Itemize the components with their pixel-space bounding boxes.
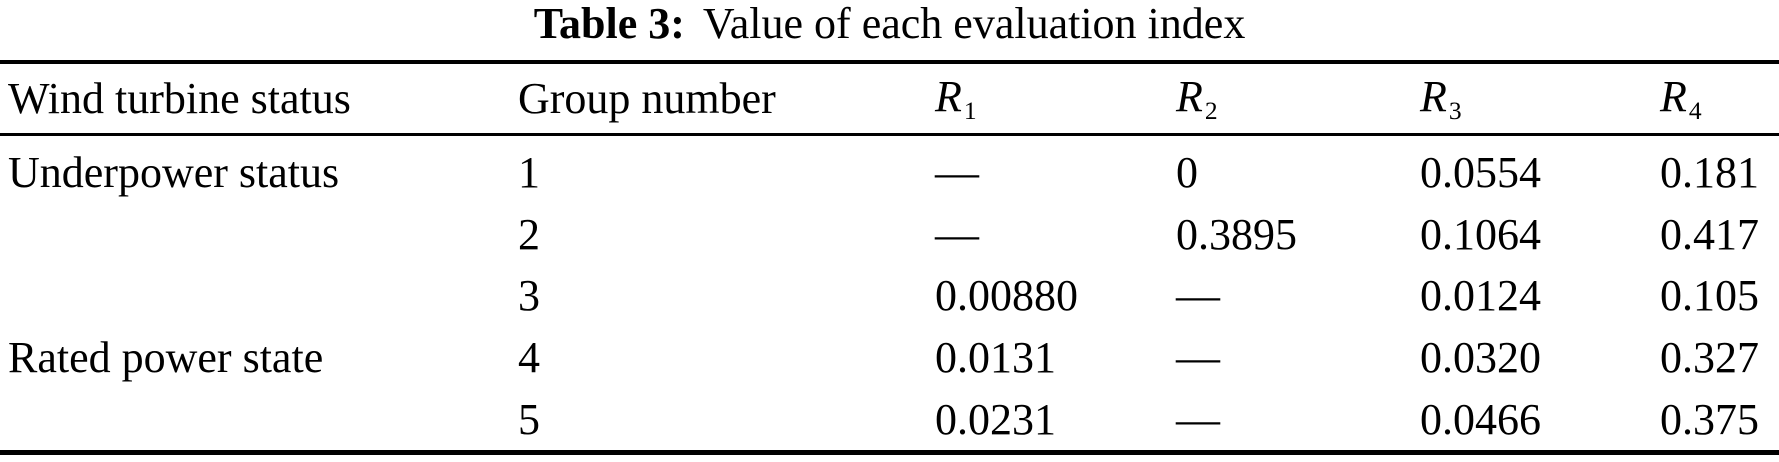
cell-r2: —: [1176, 271, 1220, 321]
r2-subscript: 2: [1204, 95, 1218, 125]
r3-subscript: 3: [1448, 95, 1462, 125]
r4-symbol: R: [1660, 72, 1687, 122]
header-wind-turbine-status: Wind turbine status: [8, 74, 351, 123]
r3-symbol: R: [1420, 72, 1447, 122]
cell-r2: —: [1176, 333, 1220, 383]
cell-r1: 0.00880: [935, 271, 1078, 321]
cell-r2: 0.3895: [1176, 209, 1297, 259]
cell-group: 3: [518, 271, 540, 321]
r1-subscript: 1: [963, 95, 977, 125]
table-caption-text: Value of each evaluation index: [702, 0, 1246, 48]
cell-r3: 0.0320: [1420, 333, 1541, 383]
cell-group: 2: [518, 209, 540, 259]
r4-subscript: 4: [1688, 95, 1702, 125]
header-group-number: Group number: [518, 74, 776, 123]
table-caption-label: Table 3:: [533, 0, 685, 48]
table-body: Underpower status 1 — 0 0.0554 0.181 2 —…: [0, 142, 1779, 450]
cell-r2: —: [1176, 394, 1220, 444]
cell-r4: 0.417: [1660, 209, 1759, 259]
header-r1: R1: [935, 71, 1176, 126]
r2-symbol: R: [1176, 72, 1203, 122]
cell-r2: 0: [1176, 148, 1198, 198]
table-top-rule: [0, 60, 1779, 64]
cell-r4: 0.105: [1660, 271, 1759, 321]
cell-r4: 0.181: [1660, 148, 1759, 198]
cell-r1: —: [935, 148, 979, 198]
cell-r1: 0.0131: [935, 333, 1056, 383]
cell-group: 5: [518, 394, 540, 444]
table-row: Underpower status 1 — 0 0.0554 0.181: [0, 142, 1779, 204]
cell-r4: 0.327: [1660, 333, 1759, 383]
cell-r3: 0.1064: [1420, 209, 1541, 259]
table-row: 3 0.00880 — 0.0124 0.105: [0, 265, 1779, 327]
table-bottom-rule: [0, 450, 1779, 455]
cell-group: 4: [518, 333, 540, 383]
table-header-row: Wind turbine status Group number R1 R2 R…: [0, 64, 1779, 133]
cell-r4: 0.375: [1660, 394, 1759, 444]
cell-status: Underpower status: [8, 148, 340, 198]
table-row: Rated power state 4 0.0131 — 0.0320 0.32…: [0, 327, 1779, 389]
header-r4: R4: [1660, 71, 1779, 126]
cell-r1: —: [935, 209, 979, 259]
cell-r3: 0.0124: [1420, 271, 1541, 321]
cell-r1: 0.0231: [935, 394, 1056, 444]
cell-status: Rated power state: [8, 333, 324, 383]
header-r3: R3: [1420, 71, 1660, 126]
cell-r3: 0.0466: [1420, 394, 1541, 444]
header-r2: R2: [1176, 71, 1420, 126]
table-caption: Table 3: Value of each evaluation index: [0, 0, 1779, 48]
table-row: 2 — 0.3895 0.1064 0.417: [0, 204, 1779, 266]
r1-symbol: R: [935, 72, 962, 122]
table-row: 5 0.0231 — 0.0466 0.375: [0, 388, 1779, 450]
cell-group: 1: [518, 148, 540, 198]
table-mid-rule: [0, 133, 1779, 136]
cell-r3: 0.0554: [1420, 148, 1541, 198]
